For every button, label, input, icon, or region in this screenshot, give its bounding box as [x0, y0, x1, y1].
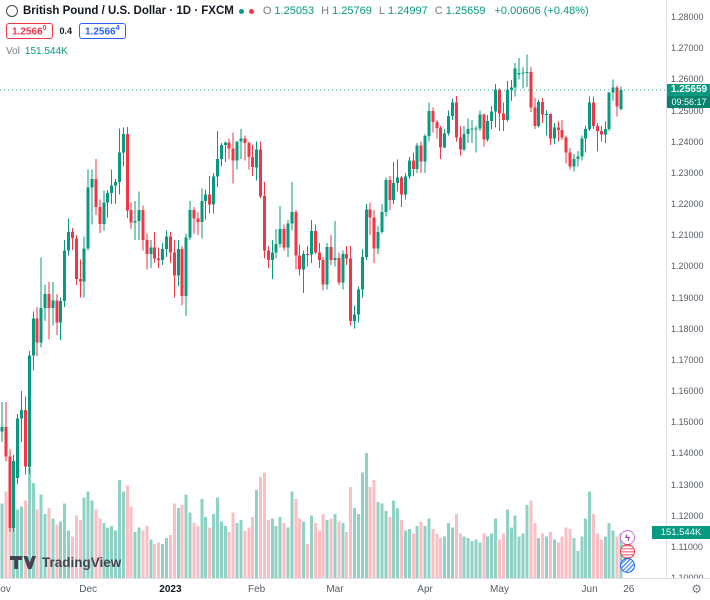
hotlist-icon[interactable]	[620, 544, 635, 559]
close-label: C	[434, 5, 443, 17]
symbol-logo-icon	[6, 5, 18, 17]
time-axis-tick: 26	[623, 584, 635, 595]
high-label: H	[321, 5, 330, 17]
market-status-dot-up-icon	[238, 8, 244, 14]
price-axis-tick: 1.13000	[671, 479, 704, 490]
chart-legend: British Pound / U.S. Dollar · 1D · FXCM …	[6, 5, 589, 57]
price-axis-tick: 1.16000	[671, 386, 704, 396]
price-axis[interactable]: 1.25659 09:56:17 1.28000 1.27000 1.26000 1.…	[666, 0, 710, 583]
market-status-dot-down-icon	[248, 8, 254, 14]
price-axis-tick: 1.19000	[671, 292, 704, 303]
spread-value: 0.4	[59, 26, 73, 37]
floating-widgets: ϟ	[620, 530, 635, 573]
close-value: 1.25659	[445, 5, 486, 17]
price-axis-tick: 1.15000	[671, 417, 704, 428]
buy-button[interactable]: 1.25664	[79, 23, 126, 40]
ohlc-values: O 1.25053 H 1.25769 L 1.24997 C 1.25659 …	[263, 5, 589, 17]
price-axis-tick: 1.21000	[671, 230, 704, 241]
axis-settings-gear-icon[interactable]: ⚙	[691, 582, 702, 596]
last-price-value: 1.25659	[670, 84, 708, 95]
high-value: 1.25769	[332, 5, 372, 17]
time-axis-tick: May	[490, 584, 509, 595]
price-axis-tick: 1.24000	[671, 136, 704, 147]
price-axis-tick: 1.23000	[671, 167, 704, 178]
price-axis-tick: 1.27000	[671, 43, 704, 54]
time-axis-tick: Apr	[417, 584, 433, 595]
lightning-icon[interactable]: ϟ	[620, 530, 635, 545]
volume-value: 151.544K	[24, 46, 68, 58]
time-axis-tick: Mar	[326, 584, 344, 595]
tradingview-logo-text: TradingView	[42, 555, 122, 570]
time-axis[interactable]: ⚙ Nov Dec 2023 Feb Mar Apr May Jun 26	[0, 578, 710, 600]
sell-button[interactable]: 1.25660	[6, 23, 53, 40]
last-price-axis-label: 1.25659 09:56:17	[667, 84, 710, 108]
price-axis-tick: 1.25000	[671, 105, 704, 116]
time-axis-tick: Feb	[247, 584, 266, 595]
price-axis-tick: 1.22000	[671, 199, 704, 209]
price-axis-tick: 1.26000	[671, 74, 704, 85]
price-axis-tick: 1.20000	[671, 261, 704, 272]
price-axis-tick: 1.18000	[671, 323, 704, 334]
bar-countdown: 09:56:17	[667, 96, 710, 108]
price-axis-tick: 1.12000	[671, 510, 704, 521]
time-axis-tick: Dec	[79, 584, 98, 595]
tradingview-logo-icon	[10, 556, 36, 569]
price-axis-tick: 1.17000	[671, 354, 704, 365]
change-value: +0.00606 (+0.48%)	[494, 5, 589, 17]
candlestick-chart[interactable]	[0, 0, 666, 578]
tradingview-logo[interactable]: TradingView	[10, 555, 121, 570]
time-axis-tick: Jun	[581, 584, 598, 595]
symbol-title[interactable]: British Pound / U.S. Dollar · 1D · FXCM	[23, 5, 234, 17]
time-axis-tick: 2023	[159, 584, 182, 595]
open-label: O	[262, 5, 272, 17]
volume-axis-label: 151.544K	[652, 526, 710, 539]
globe-icon[interactable]	[620, 558, 635, 573]
volume-label: Vol	[6, 46, 20, 58]
price-axis-tick: 1.11000	[671, 541, 703, 552]
price-axis-tick: 1.28000	[671, 12, 704, 22]
volume-legend: Vol 151.544K	[6, 46, 589, 57]
low-label: L	[378, 5, 386, 17]
low-value: 1.24997	[388, 5, 428, 17]
open-value: 1.25053	[274, 5, 315, 17]
price-axis-tick: 1.14000	[671, 448, 704, 459]
time-axis-tick: Nov	[0, 584, 11, 595]
